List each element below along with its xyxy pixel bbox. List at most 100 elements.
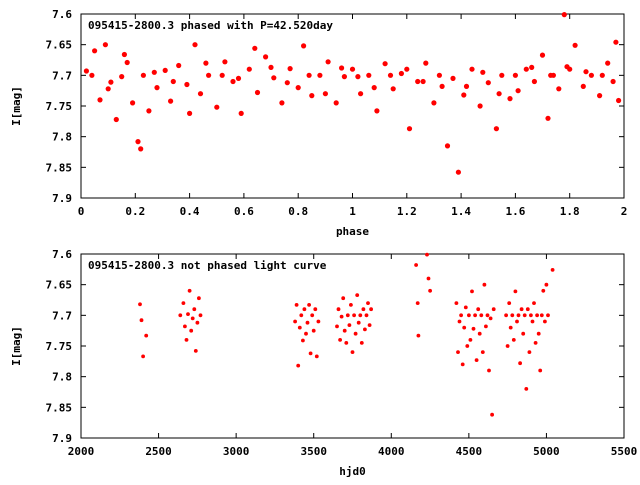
light-curve-data-point	[350, 350, 355, 354]
light-curve-data-point	[460, 362, 465, 367]
phased-data-point	[539, 52, 546, 58]
phased-data-point	[154, 85, 160, 91]
phased-data-point	[309, 93, 315, 99]
phased-data-point	[480, 69, 486, 75]
light-curve-x-tick-label: 4500	[456, 445, 483, 458]
phased-x-tick-label: 0.6	[234, 205, 254, 218]
light-curve-data-point	[428, 288, 432, 293]
light-curve-x-tick-label: 2500	[145, 445, 172, 458]
phased-data-point	[387, 72, 394, 78]
light-curve-data-point	[474, 358, 479, 362]
light-curve-x-ticks: 2000 2500 3000 3500 4000 4500 5000 5500	[68, 254, 638, 458]
light-curve-data-point	[193, 349, 198, 353]
light-curve-x-tick-label: 5500	[611, 445, 638, 458]
phased-data-point	[151, 69, 157, 75]
light-curve-data-point	[535, 313, 539, 318]
light-curve-data-point	[425, 252, 429, 257]
light-curve-data-point	[479, 313, 484, 318]
light-curve-data-point	[543, 319, 547, 324]
light-curve-y-tick-label: 7.65	[46, 279, 73, 292]
phased-data-point	[284, 80, 290, 86]
phased-data-point	[130, 100, 136, 106]
phased-data-point	[431, 100, 437, 106]
phased-data-point	[556, 86, 562, 92]
light-curve-data-point	[352, 313, 356, 318]
light-curve-data-point	[504, 313, 508, 318]
light-curve-data-point	[525, 307, 530, 312]
light-curve-data-point	[369, 307, 373, 312]
phased-data-point	[124, 59, 130, 66]
light-curve-y-ticks: 7.6 7.65 7.7 7.75 7.8 7.85 7.9	[46, 248, 624, 445]
phased-x-tick-label: 2	[621, 205, 628, 218]
light-curve-data-point	[456, 350, 460, 354]
light-curve-data-point	[310, 313, 315, 318]
phased-data-point	[246, 66, 252, 72]
light-curve-data-point	[510, 313, 515, 318]
light-curve-data-point	[530, 319, 535, 324]
light-curve-x-tick-label: 3000	[223, 445, 250, 458]
phased-data-point	[279, 100, 285, 106]
light-curve-data-point	[308, 351, 313, 356]
light-curve-data-point	[313, 307, 318, 312]
light-curve-data-point	[550, 268, 555, 272]
light-curve-data-point	[522, 313, 527, 318]
phased-data-point	[197, 91, 204, 97]
phased-data-point	[92, 48, 98, 54]
phased-data-point	[423, 60, 429, 66]
light-curve-data-point	[364, 313, 369, 318]
light-curve-data-point	[366, 301, 370, 305]
phased-data-point	[138, 146, 144, 152]
phased-x-tick-label: 0	[78, 205, 85, 218]
phased-y-tick-label: 7.75	[46, 100, 73, 113]
phased-data-point	[450, 75, 456, 81]
light-curve-data-point	[480, 350, 485, 354]
phased-x-tick-label: 1.8	[560, 205, 580, 218]
light-curve-data-point	[538, 368, 543, 373]
phased-data-point	[463, 83, 470, 89]
light-curve-data-point	[304, 331, 308, 336]
light-curve-data-point	[482, 282, 487, 287]
phased-data-point	[455, 169, 461, 175]
phased-data-point	[382, 61, 388, 67]
light-curve-data-point	[138, 302, 142, 307]
phased-data-point	[349, 66, 356, 72]
light-curve-data-point	[488, 316, 493, 321]
phased-data-point	[355, 74, 361, 80]
phased-data-point	[341, 74, 347, 80]
phased-data-point	[322, 91, 328, 97]
phased-data-point	[135, 139, 141, 145]
phased-data-point	[436, 72, 442, 78]
phased-data-point	[206, 72, 212, 78]
phased-data-point	[613, 39, 619, 45]
light-curve-data-point	[468, 338, 473, 342]
light-curve-data-point	[314, 354, 319, 359]
phased-data-point	[108, 79, 114, 85]
light-curve-data-point	[484, 324, 488, 329]
light-curve-y-axis-label: I[mag]	[10, 326, 23, 366]
light-curve-data-point	[293, 319, 297, 324]
light-curve-data-point	[339, 314, 344, 319]
light-curve-data-point	[414, 263, 418, 267]
phased-data-point	[398, 70, 404, 77]
phased-data-point	[507, 96, 513, 102]
phased-data-point	[235, 75, 242, 81]
phased-data-point	[496, 91, 502, 97]
light-curve-data-point	[544, 282, 549, 287]
light-curve-y-tick-label: 7.75	[46, 340, 73, 353]
phased-data-point	[404, 66, 410, 72]
phased-data-point	[605, 60, 611, 66]
light-curve-data-point	[311, 328, 316, 333]
phased-data-point	[406, 126, 413, 132]
phased-x-tick-label: 1.2	[397, 205, 417, 218]
phased-data-point	[523, 66, 529, 72]
phased-data-point	[499, 72, 505, 78]
light-curve-data-point	[301, 338, 305, 343]
phased-data-point	[254, 89, 261, 96]
phased-data-point	[583, 69, 589, 75]
phased-data-point	[610, 78, 616, 85]
phased-x-ticks: 0 0.2 0.4 0.6 0.8 1 1.2 1.4 1.6 1.8 2	[78, 14, 628, 218]
light-curve-data-point	[190, 316, 195, 321]
phased-data-point	[105, 86, 111, 92]
phased-data-point	[119, 74, 125, 80]
phased-data-point	[306, 72, 312, 78]
